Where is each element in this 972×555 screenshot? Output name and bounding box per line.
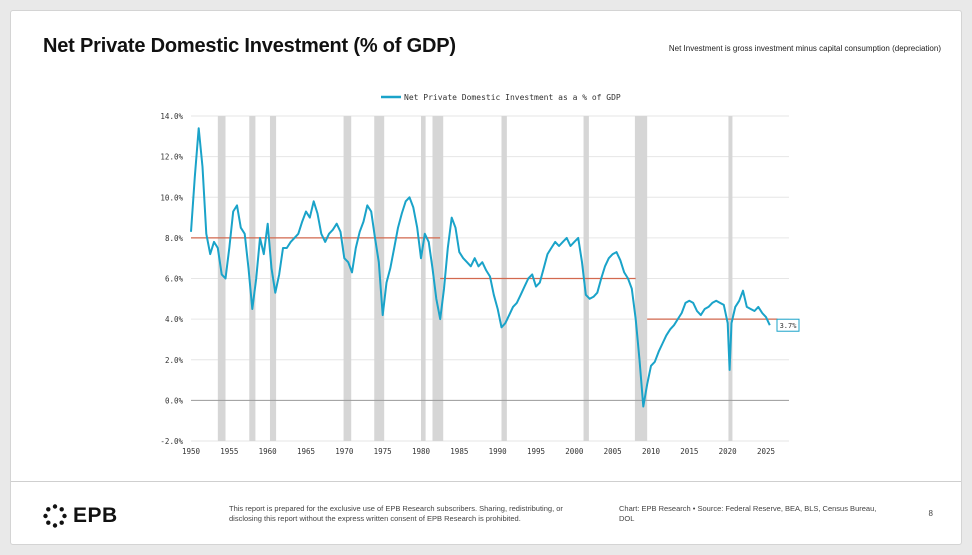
x-tick-label: 2015 [680,447,698,456]
page-number: 8 [928,509,933,518]
recession-bar [432,116,444,441]
x-tick-label: 2025 [757,447,775,456]
y-tick-label: 6.0% [165,275,184,284]
chart-note: Net Investment is gross investment minus… [668,44,941,53]
series-line [190,127,771,408]
x-tick-label: 1990 [489,447,508,456]
x-tick-label: 1950 [182,447,201,456]
y-tick-label: 0.0% [165,396,184,405]
y-tick-label: -2.0% [160,437,183,446]
x-tick-label: 2000 [565,447,584,456]
recession-bar [217,116,226,441]
recession-bar [249,116,256,441]
epb-logo-icon [43,504,67,528]
last-value-label: 3.7% [780,322,798,330]
x-tick-label: 1985 [450,447,468,456]
x-tick-label: 1975 [374,447,392,456]
y-tick-label: 2.0% [165,356,184,365]
y-tick-label: 12.0% [160,153,183,162]
source-note: Chart: EPB Research • Source: Federal Re… [619,504,877,523]
x-tick-label: 1980 [412,447,431,456]
recession-bar [343,116,352,441]
logo: EPB [43,504,118,528]
footer: EPB This report is prepared for the excl… [11,481,961,544]
y-tick-label: 14.0% [160,112,183,121]
logo-text: EPB [73,504,118,527]
page-title: Net Private Domestic Investment (% of GD… [43,35,456,57]
chart: -2.0% 0.0% 2.0% 4.0% 6.0% 8.0% 10.0% 12.0% 14.0%… [160,93,800,456]
x-tick-label: 1995 [527,447,545,456]
x-tick-label: 1960 [259,447,278,456]
y-tick-label: 10.0% [160,193,183,202]
slide: Net Private Domestic Investment (% of GD… [10,10,962,545]
x-tick-label: 2020 [719,447,738,456]
last-value-box [776,318,800,332]
x-tick-label: 1955 [220,447,238,456]
y-tick-label: 8.0% [165,234,184,243]
x-tick-label: 2010 [642,447,661,456]
y-tick-label: 4.0% [165,315,184,324]
disclaimer: This report is prepared for the exclusiv… [229,504,563,523]
x-tick-label: 1970 [335,447,354,456]
x-tick-label: 2005 [604,447,622,456]
recession-bar [421,116,426,441]
legend-label: Net Private Domestic Investment as a % o… [404,93,621,102]
recession-bar [634,116,648,441]
x-tick-label: 1965 [297,447,315,456]
recession-bar [728,116,733,441]
